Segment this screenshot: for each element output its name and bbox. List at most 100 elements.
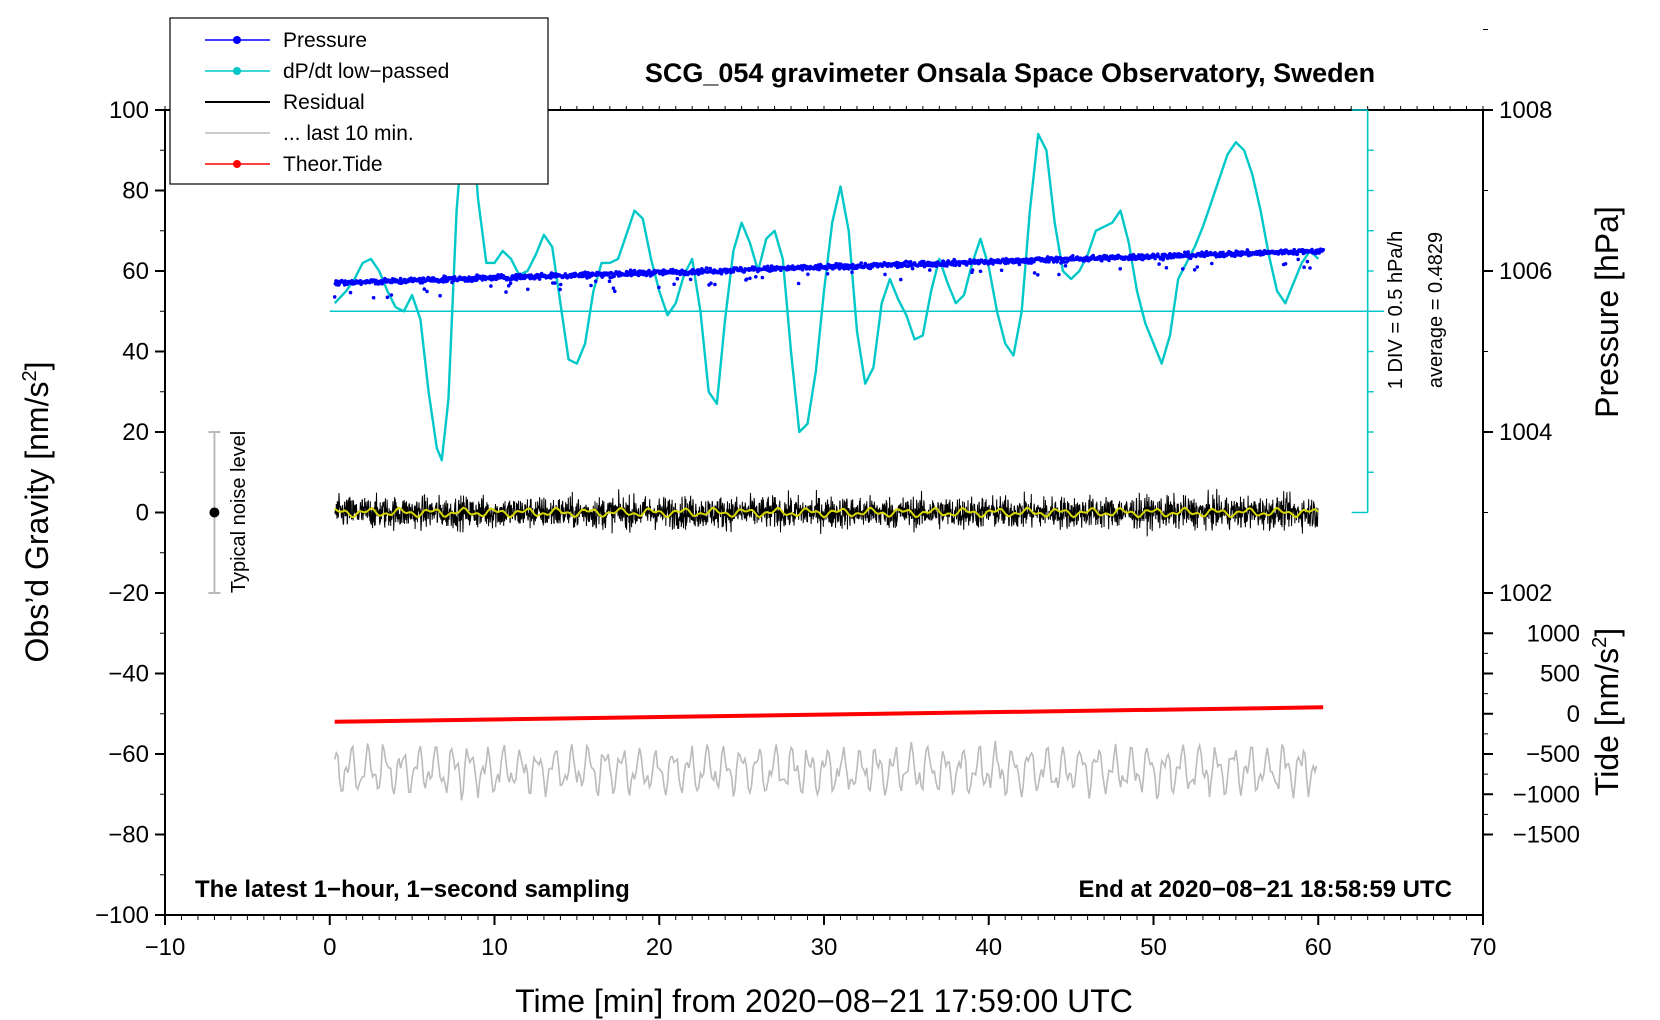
pressure-point (1245, 248, 1250, 252)
noise-center-dot (209, 507, 220, 518)
pressure-point (748, 276, 752, 281)
pressure-point (632, 268, 637, 273)
x-tick-label: 40 (975, 934, 1002, 961)
pressure-point (558, 287, 562, 292)
tide-tick-label: 1000 (1527, 620, 1580, 647)
pressure-point (760, 275, 765, 280)
pressure-point (850, 262, 855, 267)
pressure-point (1186, 250, 1190, 254)
pressure-tick-label: 1006 (1499, 258, 1552, 285)
legend-marker (233, 160, 241, 168)
pressure-point (504, 290, 508, 294)
pressure-point (1017, 262, 1022, 267)
y-tick-label: 100 (109, 97, 149, 124)
y-axis-label-tide-base: Tide [nm/s (1589, 648, 1625, 796)
y-axis-label-left: Obs’d Gravity [nm/s2] (19, 362, 55, 663)
y-tick-label: −40 (108, 661, 149, 688)
legend-items: Pressure dP/dt low−passed Residual ... last… (205, 29, 449, 176)
pressure-point (589, 283, 593, 288)
pressure-point (332, 295, 337, 299)
pressure-point (672, 282, 676, 287)
pressure-point (385, 295, 390, 300)
pressure-point (1310, 247, 1314, 252)
annotation-bottom-right: End at 2020−08−21 18:58:59 UTC (1078, 876, 1452, 903)
y-tick-label: 0 (136, 500, 149, 527)
pressure-point (1283, 262, 1288, 266)
pressure-point (1321, 247, 1325, 252)
pressure-point (611, 286, 616, 291)
pressure-point (1153, 256, 1157, 261)
pressure-point (1157, 262, 1161, 266)
y-tick-label: 40 (122, 339, 149, 366)
pressure-point (506, 283, 511, 288)
pressure-point (398, 276, 403, 281)
pressure-point (443, 275, 448, 279)
series-layer (329, 110, 1385, 801)
pressure-point (553, 281, 557, 285)
pressure-point (850, 270, 854, 275)
pressure-point (899, 277, 903, 282)
noise-level-label: Typical noise level (228, 431, 250, 593)
pressure-point (610, 271, 614, 276)
x-tick-label: 70 (1470, 934, 1497, 961)
tide-tick-label: −1000 (1513, 781, 1580, 808)
pressure-point (957, 263, 962, 268)
legend-label: dP/dt low−passed (283, 60, 449, 83)
pressure-point (754, 275, 758, 279)
series-residual-smoothed (334, 506, 1319, 519)
y-tick-label: −20 (108, 580, 149, 607)
pressure-point (607, 279, 612, 284)
series-last-10-min (333, 740, 1318, 801)
pressure-point (1036, 273, 1040, 277)
legend: Pressure dP/dt low−passed Residual ... last… (169, 17, 549, 185)
x-tick-label: 50 (1140, 934, 1167, 961)
y-tick-label: 20 (122, 419, 149, 446)
legend-label: Theor.Tide (283, 153, 383, 176)
pressure-point (796, 281, 801, 286)
pressure-point (825, 267, 829, 271)
tide-tick-label: −500 (1526, 741, 1580, 768)
legend-marker (233, 67, 241, 75)
pressure-point (1181, 267, 1185, 271)
pressure-point (1164, 266, 1169, 270)
x-tick-label: 30 (811, 934, 838, 961)
pressure-point (1057, 272, 1061, 277)
pressure-point (709, 281, 713, 286)
y-axis-label-pressure: Pressure [hPa] (1589, 206, 1625, 418)
y-axis-label-left-end: ] (19, 362, 55, 371)
pressure-point (945, 264, 949, 268)
y-tick-label: −60 (108, 741, 149, 768)
pressure-point (1171, 255, 1176, 260)
pressure-point (526, 287, 530, 292)
pressure-tick-label: 1004 (1499, 419, 1552, 446)
pressure-point (389, 293, 394, 297)
pressure-point (1295, 252, 1300, 256)
pressure-tick-label: 1002 (1499, 580, 1552, 607)
pressure-point (348, 290, 353, 295)
pressure-point (1032, 271, 1037, 275)
series-theor-tide (334, 705, 1324, 724)
pressure-point (731, 270, 736, 274)
x-tick-label: 60 (1305, 934, 1332, 961)
pressure-point (488, 274, 493, 279)
x-tick-label: 20 (646, 934, 673, 961)
pressure-point (1063, 264, 1068, 268)
y-tick-label: 60 (122, 258, 149, 285)
pressure-point (1045, 255, 1050, 259)
pressure-point (1302, 265, 1306, 270)
pressure-point (1107, 258, 1111, 263)
legend-label: Residual (283, 91, 365, 114)
pressure-point (438, 293, 442, 298)
pressure-point (910, 266, 915, 271)
axes-layer: −10 0 10 20 30 40 50 60 70100806040200−20−40−60−… (95, 29, 1580, 961)
x-axis-label: Time [min] from 2020−08−21 17:59:00 UTC (515, 983, 1133, 1019)
x-tick-label: 10 (481, 934, 508, 961)
pressure-point (1071, 254, 1075, 258)
pressure-point (806, 272, 810, 277)
pressure-point (593, 279, 598, 284)
y-axis-label-tide-sup: 2 (1589, 637, 1611, 648)
pressure-point (1210, 261, 1214, 266)
pressure-point (1062, 260, 1066, 264)
pressure-point (1195, 265, 1200, 269)
pressure-point (1282, 251, 1287, 256)
